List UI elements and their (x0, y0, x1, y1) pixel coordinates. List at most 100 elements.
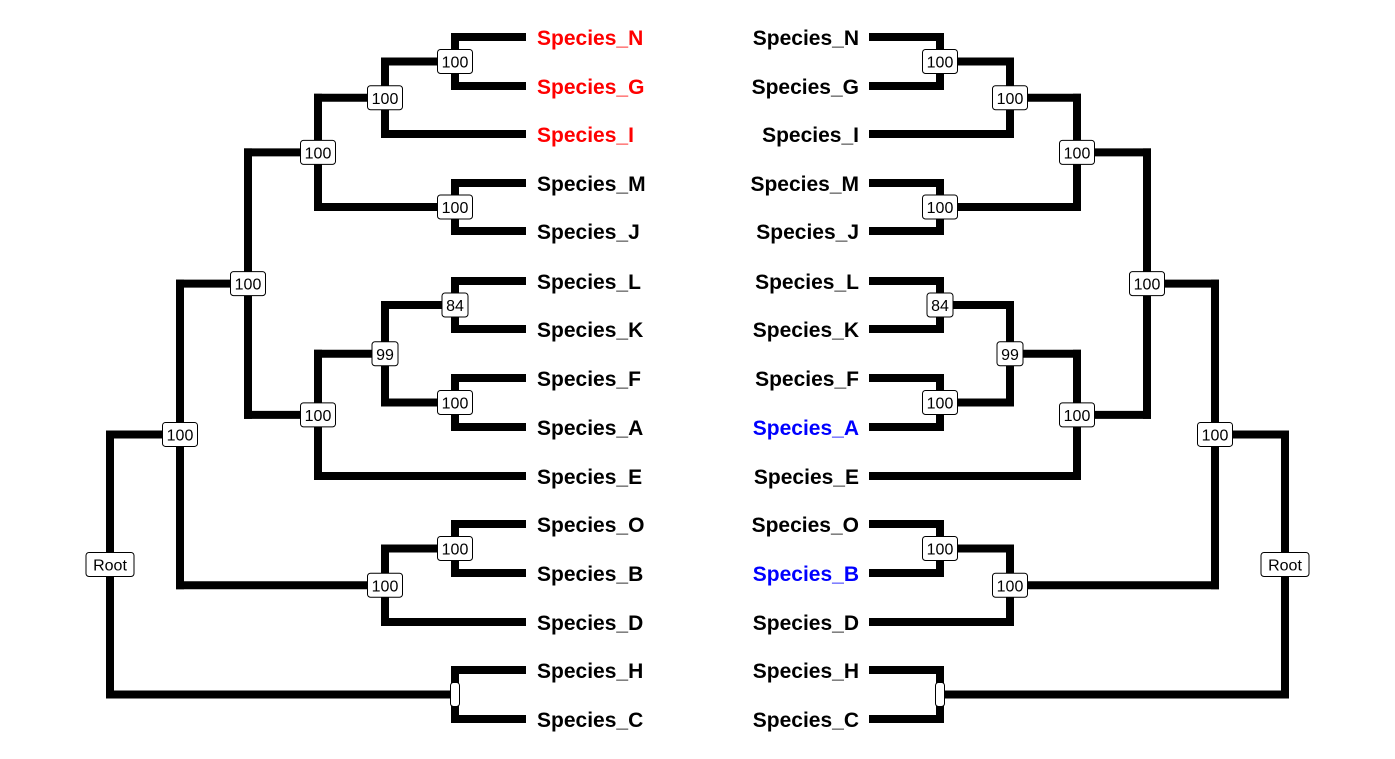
support-label: 99 (996, 341, 1024, 367)
tip-label-species-g: Species_G (752, 76, 859, 99)
node-label-box (437, 536, 473, 561)
tip-label-species-j: Species_J (756, 221, 859, 244)
right-tree: 100 100 100 100 84 100 99 100 100 100 100 100 Root Sp… (750, 27, 1310, 732)
node-label-text: 100 (997, 578, 1024, 595)
tip-label-species-l: Species_L (755, 271, 859, 294)
support-label: 84 (441, 292, 469, 318)
support-label (935, 682, 945, 707)
left-tree: 100 100 100 100 84 100 99 100 100 100 100 100 Root Sp… (85, 27, 646, 732)
tip-label-species-a: Species_A (753, 417, 859, 440)
support-label: 99 (371, 341, 399, 367)
node-label-box (367, 85, 403, 111)
support-label: 100 (300, 402, 336, 428)
node-label-text: 100 (1064, 145, 1091, 162)
node-label-box (162, 421, 198, 447)
support-label (450, 682, 460, 707)
node-label-box (1059, 139, 1095, 165)
tip-label-species-h: Species_H (753, 660, 859, 683)
node-label-text: 84 (931, 298, 949, 315)
support-label: 100 (437, 194, 473, 220)
support-label: 100 (922, 194, 958, 220)
node-label-text: 100 (442, 200, 469, 217)
support-label: 100 (922, 49, 958, 74)
tip-label-species-e: Species_E (754, 466, 859, 489)
node-label-text: 100 (927, 200, 954, 217)
node-label-box (450, 682, 460, 707)
tip-label-species-n: Species_N (753, 27, 859, 50)
node-label-text: 100 (167, 427, 194, 444)
node-label-text: Root (1268, 557, 1302, 574)
node-label-box (992, 572, 1028, 598)
node-label-box (922, 536, 958, 561)
support-label: 84 (926, 292, 954, 318)
tip-label-species-l: Species_L (537, 271, 641, 294)
tip-label-species-o: Species_O (752, 514, 859, 537)
node-label-text: 100 (927, 396, 954, 413)
support-label: 100 (922, 536, 958, 561)
support-label: 100 (1129, 271, 1165, 297)
node-label-text: 100 (1064, 408, 1091, 425)
node-label-text: 100 (442, 542, 469, 559)
tip-label-species-c: Species_C (753, 709, 859, 732)
node-label-box (437, 390, 473, 415)
tip-label-species-h: Species_H (537, 660, 643, 683)
node-label-text: 100 (1202, 427, 1229, 444)
node-label-text: 100 (305, 145, 332, 162)
tip-label-species-j: Species_J (537, 221, 640, 244)
support-label: 100 (992, 572, 1028, 598)
support-label: 100 (162, 421, 198, 447)
tip-label-species-a: Species_A (537, 417, 643, 440)
support-label: 100 (992, 85, 1028, 111)
node-label-box (935, 682, 945, 707)
support-label: 100 (367, 572, 403, 598)
tip-label-species-o: Species_O (537, 514, 644, 537)
node-label-box (1260, 551, 1310, 577)
tip-label-species-b: Species_B (537, 563, 643, 586)
node-label-box (926, 292, 954, 318)
tip-label-species-i: Species_I (537, 124, 634, 147)
support-label: 100 (1197, 421, 1233, 447)
tip-label-species-e: Species_E (537, 466, 642, 489)
support-label: 100 (922, 390, 958, 415)
tip-label-species-n: Species_N (537, 27, 643, 50)
root-label: Root (85, 551, 135, 577)
tip-label-species-d: Species_D (753, 612, 859, 635)
node-label-box (922, 49, 958, 74)
node-label-box (437, 49, 473, 74)
tip-label-species-c: Species_C (537, 709, 643, 732)
node-label-box (922, 194, 958, 220)
tip-label-species-f: Species_F (537, 368, 641, 391)
node-label-box (992, 85, 1028, 111)
node-label-box (1129, 271, 1165, 297)
node-label-box (230, 271, 266, 297)
support-label: 100 (230, 271, 266, 297)
node-label-text: 84 (446, 298, 464, 315)
tip-label-species-g: Species_G (537, 76, 644, 99)
root-label: Root (1260, 551, 1310, 577)
node-label-box (300, 402, 336, 428)
node-label-text: 100 (442, 396, 469, 413)
tip-label-species-f: Species_F (755, 368, 859, 391)
tip-label-species-d: Species_D (537, 612, 643, 635)
tip-label-species-k: Species_K (537, 319, 643, 342)
node-label-text: 100 (1134, 277, 1161, 294)
support-label: 100 (437, 390, 473, 415)
node-label-box (441, 292, 469, 318)
node-label-text: 99 (1001, 347, 1019, 364)
support-label: 100 (1059, 139, 1095, 165)
node-label-text: 100 (927, 542, 954, 559)
node-label-text: Root (93, 557, 127, 574)
node-label-box (1059, 402, 1095, 428)
support-label: 100 (437, 49, 473, 74)
node-label-text: 100 (997, 91, 1024, 108)
tip-label-species-k: Species_K (753, 319, 859, 342)
node-label-text: 100 (305, 408, 332, 425)
node-label-box (300, 139, 336, 165)
node-label-box (437, 194, 473, 220)
support-label: 100 (437, 536, 473, 561)
node-label-box (371, 341, 399, 367)
node-label-box (922, 390, 958, 415)
node-label-text: 100 (442, 55, 469, 72)
node-label-text: 99 (376, 347, 394, 364)
